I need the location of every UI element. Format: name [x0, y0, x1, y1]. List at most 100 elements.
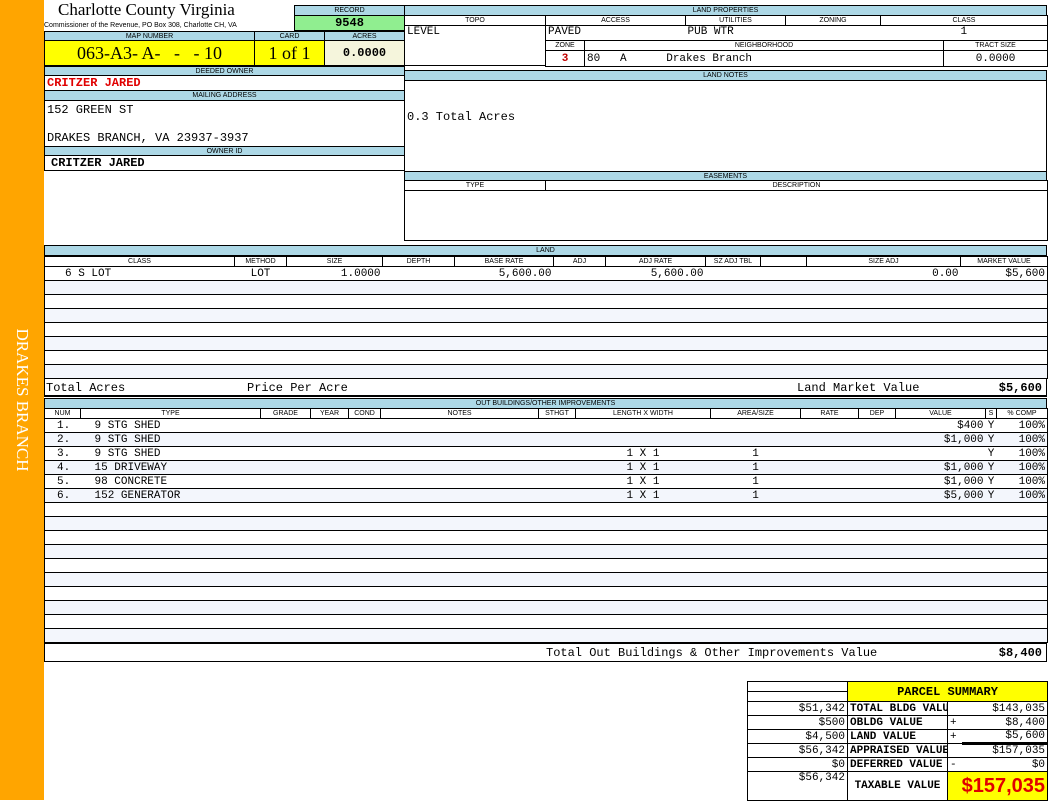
summary-operator [947, 743, 962, 758]
outbuilding-cell [260, 614, 311, 629]
outbuilding-column-header: VALUE [895, 408, 986, 419]
outbuilding-cell [575, 418, 711, 433]
outbuilding-cell [260, 488, 311, 503]
outbuilding-cell: 9 STG SHED [80, 446, 261, 461]
outbuildings-table: NUM TYPE GRADE YEAR COND NOTES STHGT LENGTH X W… [44, 408, 1048, 643]
outbuilding-cell [710, 516, 801, 531]
land-cell [806, 336, 961, 351]
land-cell: $5,600 [960, 266, 1048, 281]
land-cell [705, 294, 761, 309]
taxable-value: $157,035 [946, 771, 1049, 801]
outbuilding-cell: 98 CONCRETE [80, 474, 261, 489]
outbuilding-cell [800, 432, 859, 447]
outbuilding-cell [858, 502, 896, 517]
outbuilding-cell [310, 488, 349, 503]
outbuilding-cell [575, 586, 711, 601]
outbuilding-cell: 1. [44, 418, 81, 433]
owner-id-value: CRITZER JARED [44, 155, 405, 171]
outbuilding-row [44, 628, 1048, 643]
outbuilding-cell [800, 460, 859, 475]
tract-size-label: TRACT SIZE [943, 40, 1048, 51]
outbuilding-cell [858, 474, 896, 489]
outbuilding-cell [44, 586, 81, 601]
outbuilding-cell [310, 530, 349, 545]
land-cell [454, 308, 554, 323]
outbuilding-cell [985, 600, 997, 615]
outbuildings-total-row: Total Out Buildings & Other Improvements… [44, 643, 1047, 662]
land-cell [234, 294, 287, 309]
easements-body [404, 190, 1048, 241]
outbuilding-cell [800, 502, 859, 517]
outbuilding-cell [575, 432, 711, 447]
outbuilding-cell [895, 502, 986, 517]
land-cell [760, 266, 807, 281]
outbuilding-cell [310, 460, 349, 475]
outbuilding-cell [348, 446, 381, 461]
outbuilding-cell [858, 586, 896, 601]
outbuilding-cell [310, 432, 349, 447]
page-title: Charlotte County Virginia [58, 0, 235, 19]
outbuilding-cell: $5,000 [895, 488, 986, 503]
outbuilding-cell: 9 STG SHED [80, 432, 261, 447]
land-cell [234, 280, 287, 295]
outbuilding-row [44, 614, 1048, 629]
land-cell [553, 308, 606, 323]
outbuilding-cell [800, 600, 859, 615]
land-row: 6 S LOT LOT 1.0000 5,600.00 5,600.00 0.00 $5,6… [44, 266, 1048, 281]
outbuilding-cell [996, 558, 1048, 573]
outbuilding-cell [260, 628, 311, 643]
summary-value: $0 [961, 757, 1049, 772]
outbuilding-cell [710, 530, 801, 545]
land-cell [44, 364, 235, 379]
outbuilding-cell [380, 474, 539, 489]
land-row [44, 350, 1048, 365]
outbuilding-cell [44, 544, 81, 559]
outbuilding-cell [985, 530, 997, 545]
outbuilding-cell [44, 600, 81, 615]
outbuilding-cell [996, 544, 1048, 559]
land-cell [760, 350, 807, 365]
land-column-header: DEPTH [382, 256, 455, 267]
mailing-line-1: 152 GREEN ST [47, 103, 134, 117]
land-cell [553, 266, 606, 281]
outbuilding-cell [348, 558, 381, 573]
record-value: 9548 [294, 15, 405, 31]
outbuilding-cell [996, 502, 1048, 517]
outbuilding-cell [80, 544, 261, 559]
land-cell [760, 336, 807, 351]
outbuilding-cell [575, 572, 711, 587]
outbuilding-cell [858, 558, 896, 573]
outbuilding-cell [858, 572, 896, 587]
outbuilding-cell [44, 530, 81, 545]
outbuilding-cell [310, 418, 349, 433]
outbuilding-cell: 1 [710, 446, 801, 461]
outbuilding-cell: Y [985, 446, 997, 461]
outbuilding-cell [710, 614, 801, 629]
outbuilding-cell: 100% [996, 460, 1048, 475]
land-properties-table: TOPO ACCESS UTILITIES ZONING CLASS LEVEL PAVE… [404, 15, 1048, 41]
land-cell [960, 294, 1048, 309]
outbuilding-row [44, 572, 1048, 587]
summary-label: TOTAL BLDG VALUE [847, 701, 948, 716]
district-label: DRAKES BRANCH [13, 328, 32, 472]
land-cell [553, 364, 606, 379]
outbuilding-cell [380, 530, 539, 545]
outbuilding-cell [260, 530, 311, 545]
outbuilding-cell [348, 628, 381, 643]
outbuilding-cell [380, 502, 539, 517]
land-cell [382, 322, 455, 337]
land-column-header: BASE RATE [454, 256, 554, 267]
outbuildings-total-label: Total Out Buildings & Other Improvements… [546, 646, 878, 660]
outbuilding-cell [800, 614, 859, 629]
land-cell [960, 322, 1048, 337]
land-cell [44, 336, 235, 351]
land-column-header: ADJ [553, 256, 606, 267]
outbuilding-cell [260, 558, 311, 573]
outbuilding-row: 5. 98 CONCRETE 1 X 1 1 $1,000 Y 100% [44, 474, 1048, 489]
topo-label: TOPO [404, 15, 546, 26]
outbuilding-cell [858, 432, 896, 447]
outbuilding-cell [985, 558, 997, 573]
land-cell [454, 350, 554, 365]
price-per-acre-label: Price Per Acre [247, 381, 348, 395]
total-acres-label: Total Acres [46, 381, 126, 395]
